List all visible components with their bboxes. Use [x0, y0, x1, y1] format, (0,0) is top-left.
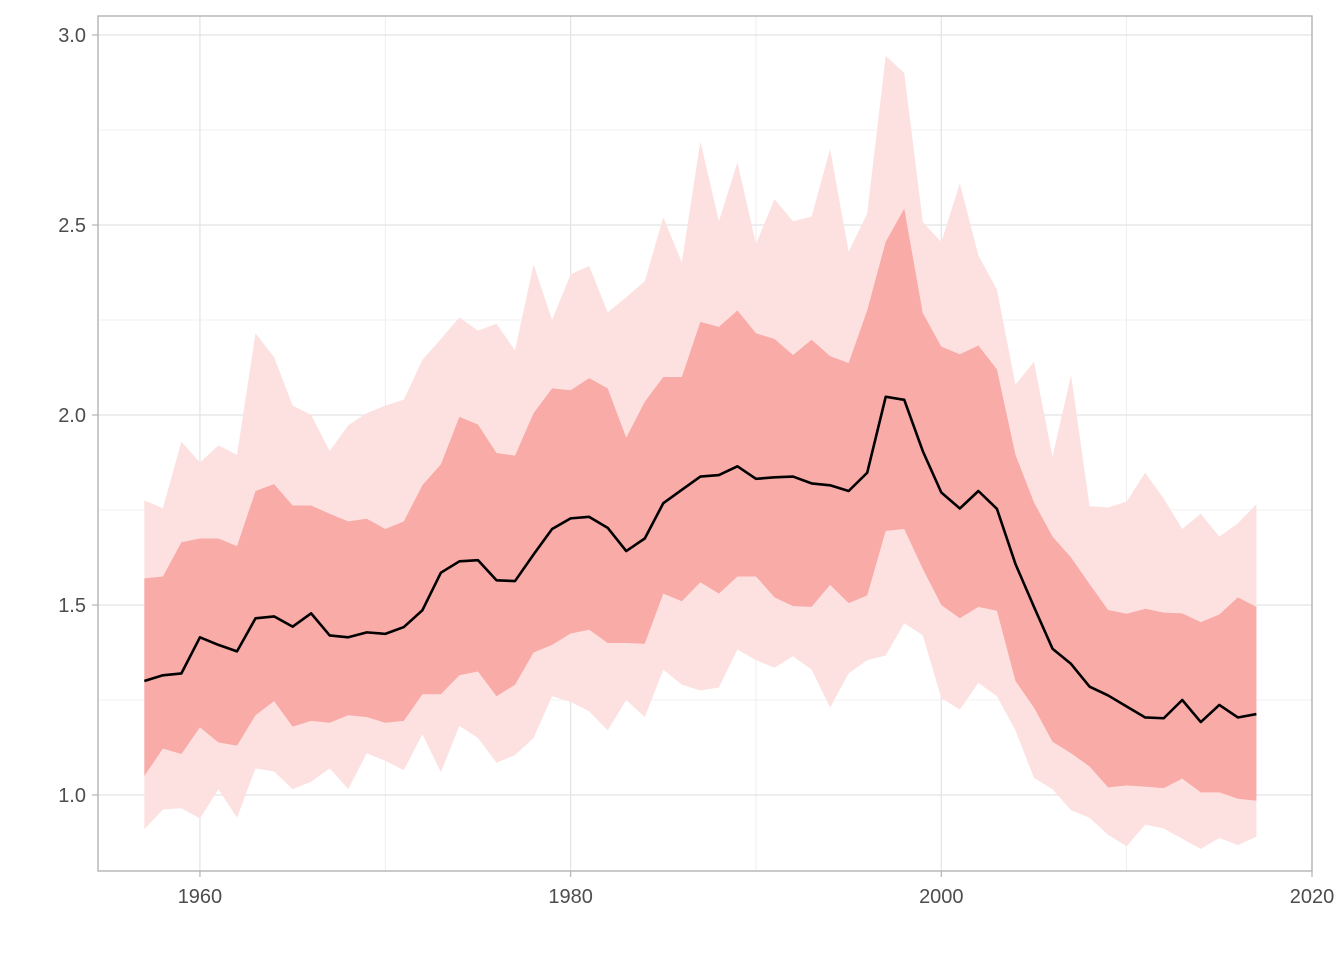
y-tick-label: 2.5: [58, 215, 86, 237]
inner-band: [144, 208, 1257, 801]
x-tick-label: 2020: [1290, 886, 1335, 908]
x-tick-label: 2000: [919, 886, 964, 908]
median-line: [143, 395, 1257, 724]
median-line-group: [143, 395, 1257, 724]
y-axis-ticks: 1.0 1.5 2.0 2.5 3.0: [58, 25, 98, 807]
y-tick-label: 2.0: [58, 405, 86, 427]
plot-panel-border: [97, 15, 1313, 872]
y-tick-label: 3.0: [58, 25, 86, 47]
y-tick-label: 1.0: [58, 785, 86, 807]
uncertainty-bands: [144, 55, 1257, 849]
y-tick-label: 1.5: [58, 595, 86, 617]
x-axis-ticks: 1960 1980 2000 2020: [178, 871, 1335, 908]
x-tick-label: 1960: [178, 886, 223, 908]
x-tick-label: 1980: [548, 886, 593, 908]
